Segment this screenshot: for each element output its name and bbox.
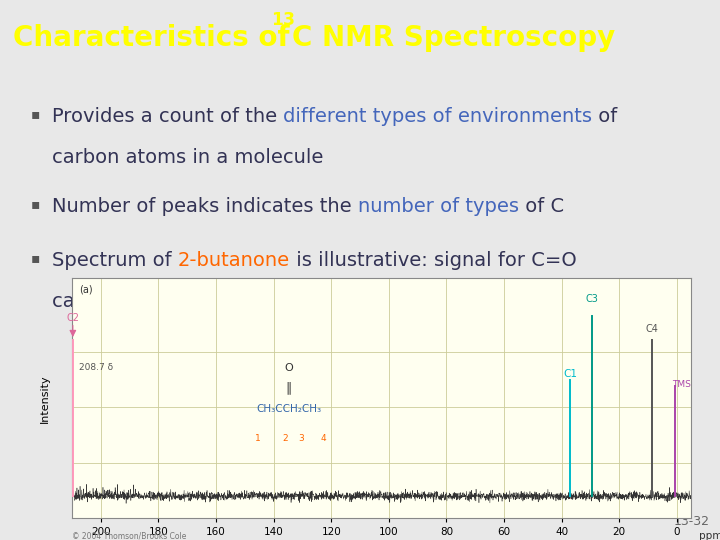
Text: ▪: ▪ bbox=[30, 251, 40, 265]
Text: of C: of C bbox=[518, 198, 564, 217]
Text: Provides a count of the: Provides a count of the bbox=[52, 107, 283, 126]
Text: 208.7 δ: 208.7 δ bbox=[79, 362, 113, 372]
Text: Spectrum of: Spectrum of bbox=[52, 251, 178, 270]
Text: (a): (a) bbox=[79, 284, 93, 294]
Text: ▪: ▪ bbox=[30, 107, 40, 121]
Text: © 2004 Thomson/Brooks Cole: © 2004 Thomson/Brooks Cole bbox=[72, 532, 186, 540]
Text: number of types: number of types bbox=[358, 198, 518, 217]
Text: ∥: ∥ bbox=[286, 381, 292, 394]
Text: C2: C2 bbox=[66, 313, 79, 322]
Text: TMS: TMS bbox=[672, 380, 691, 389]
Text: CH₃CCH₂CH₃: CH₃CCH₂CH₃ bbox=[256, 404, 321, 415]
Text: of: of bbox=[592, 107, 617, 126]
Text: is illustrative: signal for C=O: is illustrative: signal for C=O bbox=[289, 251, 577, 270]
Text: C1: C1 bbox=[563, 369, 577, 379]
Text: O: O bbox=[284, 363, 293, 373]
Text: C NMR Spectroscopy: C NMR Spectroscopy bbox=[292, 24, 616, 52]
Y-axis label: Intensity: Intensity bbox=[40, 374, 50, 423]
Text: Characteristics of: Characteristics of bbox=[13, 24, 300, 52]
Text: carbons on left edge: carbons on left edge bbox=[52, 292, 253, 311]
Text: 3: 3 bbox=[298, 434, 304, 443]
Text: 1: 1 bbox=[255, 434, 261, 443]
Text: 13-32: 13-32 bbox=[673, 515, 709, 528]
Text: ▪: ▪ bbox=[30, 198, 40, 212]
Text: 13: 13 bbox=[271, 11, 294, 29]
Text: different types of environments: different types of environments bbox=[283, 107, 592, 126]
Text: 2-butanone: 2-butanone bbox=[178, 251, 289, 270]
Text: C3: C3 bbox=[585, 294, 598, 303]
Text: 4: 4 bbox=[320, 434, 326, 443]
Text: 2: 2 bbox=[282, 434, 288, 443]
Text: ppm: ppm bbox=[698, 531, 720, 540]
Text: carbon atoms in a molecule: carbon atoms in a molecule bbox=[52, 148, 323, 167]
Text: C4: C4 bbox=[646, 323, 659, 334]
Text: Number of peaks indicates the: Number of peaks indicates the bbox=[52, 198, 358, 217]
